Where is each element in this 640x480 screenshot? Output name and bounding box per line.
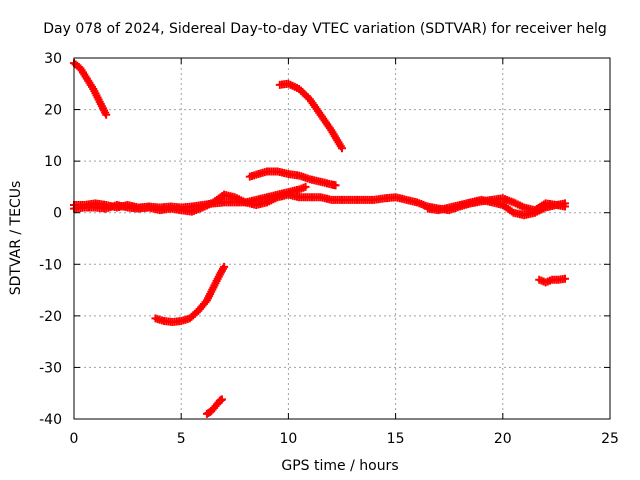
x-tick-label: 10 bbox=[279, 431, 297, 447]
data-point bbox=[331, 181, 340, 190]
y-tick-label: 30 bbox=[44, 51, 62, 67]
y-tick-label: 10 bbox=[44, 154, 62, 170]
x-tick-label: 5 bbox=[177, 431, 186, 447]
x-tick-label: 20 bbox=[494, 431, 512, 447]
y-tick-label: -30 bbox=[39, 360, 62, 376]
axis-ticks: 0 5 10 15 20 25 -40 -30 -20 -10 0 10 20 30 bbox=[39, 51, 619, 447]
series-arc-6 bbox=[423, 195, 569, 220]
chart-title: Day 078 of 2024, Sidereal Day-to-day VTE… bbox=[43, 21, 606, 37]
series-arc-3 bbox=[245, 167, 340, 190]
grid bbox=[74, 58, 610, 419]
data-point bbox=[560, 274, 569, 283]
x-tick-label: 0 bbox=[70, 431, 79, 447]
data-point bbox=[217, 395, 226, 404]
y-axis-label: SDTVAR / TECUs bbox=[8, 181, 24, 296]
y-tick-label: 20 bbox=[44, 103, 62, 119]
x-axis-label: GPS time / hours bbox=[281, 458, 398, 474]
y-tick-label: 0 bbox=[53, 206, 62, 222]
y-tick-label: -40 bbox=[39, 412, 62, 428]
data-markers bbox=[70, 59, 569, 418]
data-point bbox=[560, 202, 569, 211]
data-point bbox=[102, 110, 111, 119]
series-arc-8 bbox=[151, 262, 229, 327]
series-arc-7 bbox=[535, 274, 569, 287]
x-tick-label: 25 bbox=[601, 431, 619, 447]
series-arc-2 bbox=[275, 79, 346, 153]
data-point bbox=[301, 182, 310, 191]
y-tick-label: -20 bbox=[39, 309, 62, 325]
series-arc-9 bbox=[202, 395, 226, 418]
data-point bbox=[220, 262, 229, 271]
series-arc-5 bbox=[70, 190, 569, 216]
series-arc-1 bbox=[70, 59, 111, 119]
data-point bbox=[338, 144, 346, 153]
y-tick-label: -10 bbox=[39, 257, 62, 273]
x-tick-label: 15 bbox=[387, 431, 405, 447]
plot-frame bbox=[73, 57, 611, 420]
